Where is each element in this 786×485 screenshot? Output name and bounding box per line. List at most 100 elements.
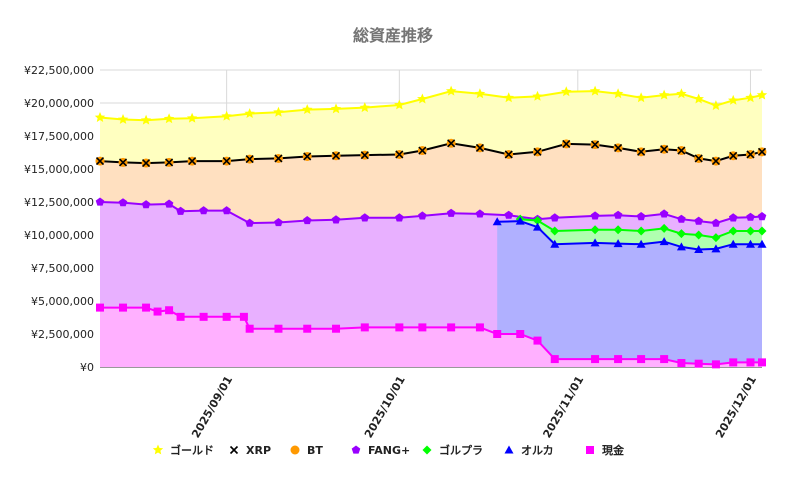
point-XRP bbox=[729, 151, 738, 160]
y-tick-label: ¥17,500,000 bbox=[24, 130, 94, 143]
point-XRP bbox=[118, 158, 128, 167]
point-XRP bbox=[165, 158, 174, 167]
point-ゴールド bbox=[503, 92, 514, 103]
legend-marker-FANG+ bbox=[351, 445, 361, 454]
point-ゴルプラ bbox=[745, 226, 755, 236]
point-XRP bbox=[274, 154, 283, 163]
point-FANG+ bbox=[636, 212, 646, 221]
point-現金 bbox=[142, 303, 151, 312]
point-FANG+ bbox=[746, 212, 755, 221]
point-FANG+ bbox=[303, 216, 312, 225]
point-ゴルプラ bbox=[659, 223, 669, 233]
point-XRP bbox=[590, 140, 600, 149]
point-現金 bbox=[274, 324, 283, 333]
point-現金 bbox=[591, 355, 600, 364]
point-オルカ bbox=[636, 239, 646, 248]
point-FANG+ bbox=[711, 218, 721, 227]
point-ゴールド bbox=[244, 108, 255, 118]
point-FANG+ bbox=[418, 211, 427, 220]
legend-marker-オルカ bbox=[504, 445, 514, 454]
area-現金 bbox=[100, 307, 762, 367]
point-ゴルプラ bbox=[757, 226, 767, 236]
legend-label: ゴルプラ bbox=[439, 443, 483, 457]
x-tick-label: 2025/11/01 bbox=[540, 374, 586, 440]
point-ゴールド bbox=[474, 88, 486, 99]
point-オルカ bbox=[728, 239, 738, 248]
line-XRP bbox=[99, 142, 763, 165]
point-現金 bbox=[677, 359, 686, 368]
point-FANG+ bbox=[360, 213, 370, 222]
legend-label: XRP bbox=[246, 444, 271, 457]
point-現金 bbox=[245, 324, 254, 333]
point-現金 bbox=[332, 324, 341, 333]
point-XRP bbox=[694, 154, 703, 163]
point-XRP bbox=[475, 143, 484, 152]
y-tick-label: ¥10,000,000 bbox=[24, 229, 94, 242]
point-ゴールド bbox=[728, 94, 739, 105]
point-ゴールド bbox=[330, 103, 342, 114]
point-オルカ bbox=[613, 239, 623, 248]
point-XRP bbox=[614, 143, 623, 152]
point-ゴルプラ bbox=[711, 233, 721, 243]
y-tick-label: ¥2,500,000 bbox=[31, 328, 94, 341]
point-ゴールド bbox=[756, 89, 768, 100]
point-FANG+ bbox=[118, 198, 128, 207]
point-現金 bbox=[660, 355, 669, 364]
point-現金 bbox=[222, 312, 231, 321]
point-現金 bbox=[550, 355, 559, 364]
legend-label: BT bbox=[307, 444, 323, 457]
point-XRP bbox=[711, 157, 721, 166]
point-FANG+ bbox=[446, 208, 456, 217]
point-XRP bbox=[222, 157, 231, 166]
point-オルカ bbox=[676, 242, 686, 251]
point-FANG+ bbox=[550, 213, 559, 222]
point-XRP bbox=[360, 151, 369, 160]
point-現金 bbox=[493, 330, 502, 338]
point-FANG+ bbox=[245, 218, 254, 227]
y-tick-label: ¥7,500,000 bbox=[31, 262, 94, 275]
point-XRP bbox=[660, 145, 669, 154]
point-XRP bbox=[331, 151, 341, 160]
line-ゴールド bbox=[99, 90, 763, 122]
point-現金 bbox=[758, 358, 766, 367]
point-ゴールド bbox=[745, 92, 756, 103]
point-ゴールド bbox=[117, 114, 129, 124]
point-現金 bbox=[395, 323, 404, 332]
legend-label: ゴールド bbox=[170, 443, 214, 457]
point-ゴールド bbox=[532, 90, 543, 101]
point-XRP bbox=[303, 152, 312, 161]
point-XRP bbox=[533, 147, 542, 156]
point-オルカ bbox=[757, 239, 767, 248]
point-ゴールド bbox=[417, 93, 428, 104]
point-ゴルプラ bbox=[550, 226, 560, 236]
point-現金 bbox=[303, 324, 312, 333]
point-ゴールド bbox=[658, 89, 670, 100]
point-FANG+ bbox=[199, 206, 208, 215]
point-XRP bbox=[637, 147, 646, 156]
point-ゴールド bbox=[693, 93, 704, 104]
point-現金 bbox=[447, 323, 456, 332]
point-ゴールド bbox=[163, 113, 175, 124]
x-tick-label: 2025/09/01 bbox=[189, 374, 235, 440]
legend-label: FANG+ bbox=[368, 444, 410, 457]
y-tick-label: ¥22,500,000 bbox=[24, 64, 94, 77]
point-現金 bbox=[637, 355, 646, 364]
point-ゴールド bbox=[140, 114, 152, 125]
point-オルカ bbox=[694, 245, 704, 254]
point-ゴールド bbox=[186, 112, 198, 123]
point-ゴールド bbox=[561, 86, 572, 97]
point-XRP bbox=[245, 155, 254, 164]
point-現金 bbox=[199, 312, 208, 321]
point-ゴールド bbox=[589, 85, 601, 96]
point-現金 bbox=[533, 336, 542, 345]
legend-marker-ゴールド bbox=[152, 444, 164, 455]
point-現金 bbox=[239, 312, 248, 321]
point-XRP bbox=[746, 150, 755, 159]
point-XRP bbox=[757, 147, 767, 156]
point-FANG+ bbox=[659, 209, 669, 218]
point-現金 bbox=[694, 359, 703, 368]
point-FANG+ bbox=[176, 206, 185, 215]
point-XRP bbox=[95, 157, 105, 166]
point-オルカ bbox=[550, 239, 560, 248]
